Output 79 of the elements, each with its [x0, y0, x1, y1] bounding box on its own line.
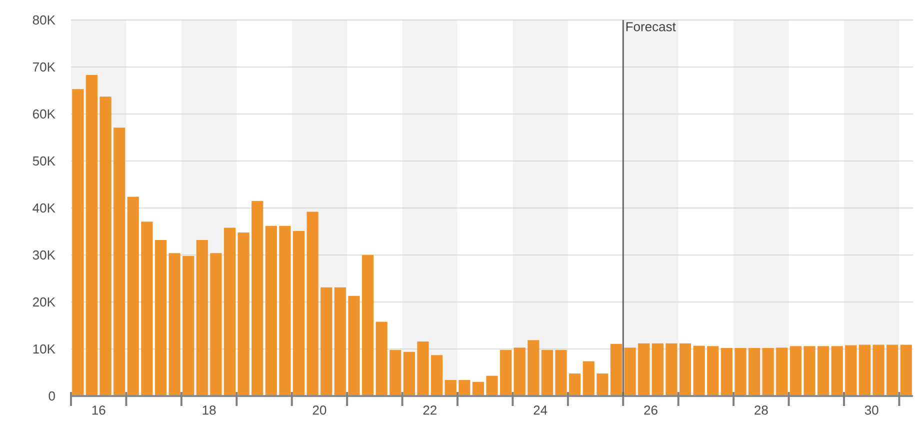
bar	[555, 350, 567, 396]
bar	[569, 373, 581, 396]
bar	[472, 382, 484, 396]
bar	[127, 196, 139, 396]
bar	[514, 348, 526, 396]
bar	[831, 346, 843, 396]
bar	[292, 231, 305, 396]
bar	[279, 226, 291, 396]
y-tick-label: 30K	[32, 250, 56, 260]
bar	[86, 74, 98, 396]
bar	[168, 253, 180, 396]
bar	[334, 287, 346, 396]
bar	[804, 346, 816, 396]
bar	[224, 228, 236, 396]
y-tick-label: 70K	[33, 62, 56, 72]
bar	[776, 348, 788, 396]
x-tick-label: 26	[644, 406, 658, 415]
bar	[486, 376, 498, 396]
bar	[638, 343, 650, 396]
bar	[610, 344, 622, 396]
bar	[196, 240, 208, 396]
bar	[417, 341, 429, 396]
y-tick-label: 10K	[33, 344, 56, 354]
bar	[624, 348, 636, 396]
bar	[693, 346, 705, 396]
bar	[444, 380, 456, 396]
bar	[666, 343, 678, 396]
bar	[900, 344, 912, 396]
bar	[72, 89, 84, 396]
bar	[748, 348, 760, 396]
y-tick-label: 40K	[32, 203, 56, 213]
y-tick-label: 0	[48, 391, 55, 401]
bar	[858, 344, 870, 396]
bar	[376, 322, 388, 396]
bar	[541, 350, 554, 396]
bar	[528, 340, 540, 396]
x-tick-label: 16	[92, 406, 106, 415]
x-tick-label: 28	[754, 406, 768, 415]
bar	[403, 352, 415, 396]
bar	[210, 253, 222, 396]
bar	[252, 200, 264, 396]
bar	[154, 240, 167, 396]
bar	[790, 346, 802, 396]
bar	[720, 348, 732, 396]
bar	[141, 222, 153, 396]
y-tick-label: 80K	[32, 15, 56, 25]
bar	[390, 350, 402, 396]
bar	[182, 256, 194, 396]
x-tick-label: 18	[202, 406, 216, 415]
bar	[500, 350, 512, 396]
bar	[458, 380, 470, 396]
bar	[845, 345, 857, 396]
bar	[707, 346, 719, 396]
bar	[430, 355, 443, 396]
bar	[100, 96, 112, 396]
x-tick-label: 30	[864, 406, 878, 415]
bar	[596, 373, 608, 396]
bar	[306, 212, 318, 396]
bar	[652, 343, 664, 396]
x-tick-label: 20	[312, 406, 326, 415]
x-tick-label: 22	[423, 406, 436, 415]
bar	[238, 232, 250, 396]
ref-line-label: Forecast	[626, 22, 676, 32]
bar	[762, 348, 774, 396]
bar	[348, 296, 360, 396]
bar	[362, 255, 374, 396]
bar	[872, 344, 884, 396]
bar	[320, 287, 332, 396]
bar	[734, 348, 746, 396]
y-tick-label: 50K	[32, 156, 56, 166]
y-tick-label: 60K	[32, 109, 56, 119]
bar	[679, 343, 692, 396]
bar	[114, 128, 126, 396]
bar	[817, 346, 830, 396]
y-tick-label: 20K	[32, 297, 56, 307]
x-tick-label: 24	[534, 406, 548, 415]
bar	[886, 344, 898, 396]
bar	[582, 361, 594, 396]
bar	[265, 226, 277, 396]
